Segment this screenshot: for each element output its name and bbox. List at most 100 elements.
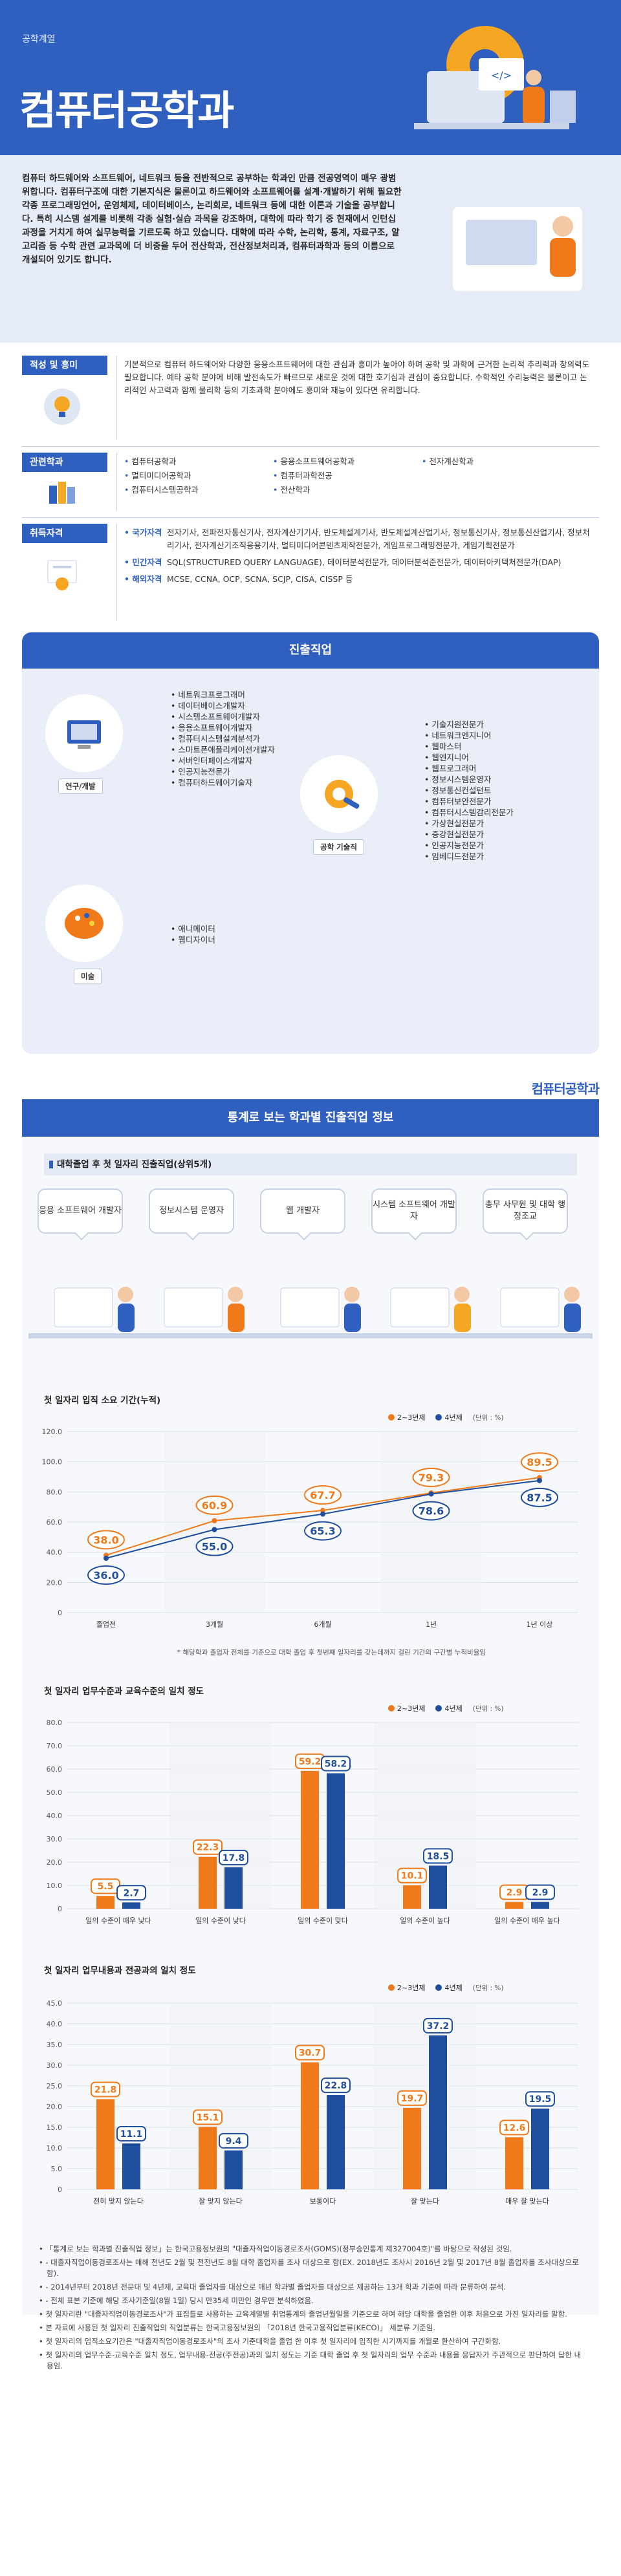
chart-major-match: 0 5.0 10.0 15.0 20.0 25.0 30.0 35.0 40.0 45.0 21.8… (47, 1999, 578, 2206)
y-tick-label: 120.0 (42, 1428, 63, 1436)
x-tick-label: 매우 잘 맞는다 (505, 2197, 549, 2206)
y-tick-label: 30.0 (47, 1835, 63, 1843)
brand-label: 컴퓨터공학과 (531, 1081, 600, 1097)
job-item: 애니메이터 (171, 923, 215, 934)
job-item: 컴퓨터하드웨어기술자 (171, 777, 275, 788)
data-label: 30.7 (299, 2048, 321, 2059)
job-item: 네트워크프로그래머 (171, 689, 275, 700)
top5-job-4: 시스템 소프트웨어 개발자 (371, 1188, 457, 1234)
national-key: 국가자격 (124, 526, 167, 552)
private-certs: SQL(STRUCTURED QUERY LANGUAGE), 데이터분석전문가… (167, 557, 561, 567)
divider (22, 446, 599, 447)
page-title: 컴퓨터공학과 (19, 87, 234, 134)
related-item: 컴퓨터공학과 (124, 455, 273, 468)
job-item: 웹프로그래머 (424, 763, 514, 774)
bar (531, 2109, 549, 2189)
section-divider (116, 524, 117, 621)
books-icon (31, 476, 93, 508)
national-certs: 전자기사, 전파전자통신기사, 전자계산기기사, 반도체설계기사, 반도체설계산… (167, 528, 590, 550)
chart1-note: * 해당학과 졸업자 전체를 기준으로 대학 졸업 후 첫번째 일자리를 갖는데… (177, 1649, 486, 1657)
data-label-box (91, 2081, 120, 2098)
data-label: 87.5 (527, 1492, 552, 1504)
job-item: 인공지능전문가 (424, 840, 514, 851)
data-point (212, 1518, 217, 1523)
data-label: 12.6 (503, 2123, 526, 2133)
legend-4yr: 4년제 (444, 1704, 463, 1713)
column-band (169, 1723, 272, 1909)
bar (403, 2107, 421, 2189)
chart3-title: 첫 일자리 업무내용과 전공과의 일치 정도 (44, 1966, 196, 1976)
art-tag: 미술 (74, 969, 102, 984)
job-item: 정보통신컨설턴트 (424, 785, 514, 796)
y-tick-label: 30.0 (47, 2061, 63, 2070)
unit-label: (단위 : %) (472, 1704, 504, 1713)
aptitude-section: 적성 및 흥미 기본적으로 컴퓨터 하드웨어와 다양한 응용소프트웨어에 대한 … (22, 356, 599, 440)
data-label: 38.0 (93, 1534, 118, 1546)
bar (199, 1856, 217, 1909)
data-point (104, 1556, 109, 1561)
x-tick-label: 일의 수준이 낮다 (195, 1916, 246, 1925)
data-label: 9.4 (226, 2136, 242, 2147)
data-label-bubble (521, 1487, 558, 1507)
column-band (169, 2003, 272, 2189)
job-item: 컴퓨터보안전문가 (424, 796, 514, 807)
job-item: 인공지능전문가 (171, 766, 275, 777)
footnote: 본 자료에 사용된 첫 일자리 진출직업의 직업분류는 한국고용정보원의 「20… (39, 2323, 582, 2334)
data-point (320, 1511, 325, 1517)
x-tick-label: 잘 맞지 않는다 (199, 2197, 243, 2206)
y-tick-label: 60.0 (47, 1765, 63, 1774)
bar (327, 1773, 345, 1909)
bar (199, 2127, 217, 2189)
data-label-bubble (87, 1565, 125, 1585)
job-item: 웹엔지니어 (424, 752, 514, 763)
footnote: 첫 일자리의 입직소요기간은 "대졸자직업이동경로조사"의 조사 기준대학을 졸… (39, 2336, 582, 2347)
data-label-box (321, 1755, 351, 1772)
data-label: 18.5 (427, 1851, 450, 1862)
x-tick-label: 졸업전 (96, 1620, 116, 1629)
x-tick-label: 1년 이상 (527, 1620, 553, 1629)
related-label: 관련학과 (22, 453, 107, 472)
certs-label: 취득자격 (22, 524, 107, 543)
y-tick-label: 25.0 (47, 2082, 63, 2090)
job-item: 기술지원전문가 (424, 719, 514, 730)
legend-4yr: 4년제 (444, 1984, 463, 1992)
legend-dot-orange (388, 1984, 395, 1991)
private-key: 민간자격 (124, 556, 167, 569)
data-label: 2.7 (124, 1888, 140, 1898)
unit-label: (단위 : %) (472, 1984, 504, 1992)
job-item: 증강현실전문가 (424, 829, 514, 840)
related-section: 관련학과 컴퓨터공학과 응용소프트웨어공학과 전자계산학과 멀티미디어공학과 컴… (22, 453, 599, 511)
y-tick-label: 10.0 (47, 2144, 63, 2152)
data-label: 36.0 (93, 1569, 118, 1582)
chart-education-level-match: 0 10.0 20.0 30.0 40.0 50.0 60.0 70.0 80.0 5.5 2.7 일… (47, 1719, 578, 1925)
x-tick-label: 일의 수준이 매우 낮다 (85, 1916, 151, 1925)
footnote: - 대졸자직업이동경로조사는 매해 전년도 2월 및 전전년도 8월 대학 졸업… (39, 2257, 582, 2279)
bar (122, 1902, 140, 1909)
job-item: 스마트폰애플리케이션개발자 (171, 744, 275, 755)
data-label-box (423, 1848, 453, 1864)
unit-label: (단위 : %) (472, 1413, 504, 1422)
data-label: 60.9 (202, 1499, 227, 1512)
gear-icon (300, 755, 378, 833)
data-label-box (423, 2017, 453, 2034)
stats-panel: 통계로 보는 학과별 진출직업 정보 대학졸업 후 첫 일자리 진출직업(상위5… (22, 1099, 599, 2315)
y-tick-label: 80.0 (47, 1488, 63, 1496)
legend-dot-orange (388, 1414, 395, 1421)
intro-section: 컴퓨터 하드웨어와 소프트웨어, 네트워크 등을 전반적으로 공부하는 학과인 … (0, 155, 621, 343)
x-tick-label: 3개월 (206, 1620, 223, 1629)
top5-job-1: 응용 소프트웨어 개발자 (38, 1188, 123, 1234)
legend-dot-blue (435, 1984, 442, 1991)
bar (505, 2137, 523, 2189)
data-label: 11.1 (120, 2129, 143, 2140)
data-label-bubble (521, 1452, 558, 1472)
office-workers-illustration-icon (28, 1287, 593, 1338)
job-item: 시스템소프트웨어개발자 (171, 711, 275, 722)
chart1-legend: 2~3년제 4년제 (단위 : %) (388, 1412, 503, 1422)
footnote: 첫 일자리의 업무수준-교육수준 일치 정도, 업무내용-전공(주전공)과의 일… (39, 2350, 582, 2372)
y-tick-label: 40.0 (47, 1812, 63, 1820)
legend-dot-blue (435, 1705, 442, 1712)
chart3-legend: 2~3년제 4년제 (단위 : %) (388, 1982, 503, 1993)
section-divider (116, 453, 117, 511)
stats-title: 통계로 보는 학과별 진출직업 정보 (22, 1099, 599, 1137)
y-tick-label: 80.0 (47, 1719, 63, 1727)
